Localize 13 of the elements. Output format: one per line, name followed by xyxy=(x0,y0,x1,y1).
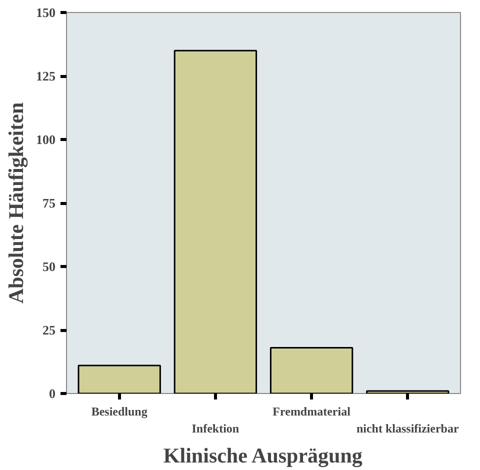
x-axis-title: Klinische Ausprägung xyxy=(163,443,363,468)
y-tick-label: 25 xyxy=(42,322,56,338)
y-tick-label: 100 xyxy=(36,132,56,147)
x-tick-label: nicht klassifizierbar xyxy=(356,421,460,436)
x-tick-label: Besiedlung xyxy=(91,404,148,418)
x-tick-label: Infektion xyxy=(192,421,240,436)
y-tick-label: 50 xyxy=(42,259,56,274)
y-tick-label: 0 xyxy=(49,386,56,401)
y-tick-label: 125 xyxy=(36,68,56,84)
y-tick-label: 150 xyxy=(36,5,56,20)
x-tick-label: Fremdmaterial xyxy=(272,404,352,418)
y-axis-title: Absolute Häufigkeiten xyxy=(4,102,28,304)
y-tick-label: 75 xyxy=(42,196,56,210)
